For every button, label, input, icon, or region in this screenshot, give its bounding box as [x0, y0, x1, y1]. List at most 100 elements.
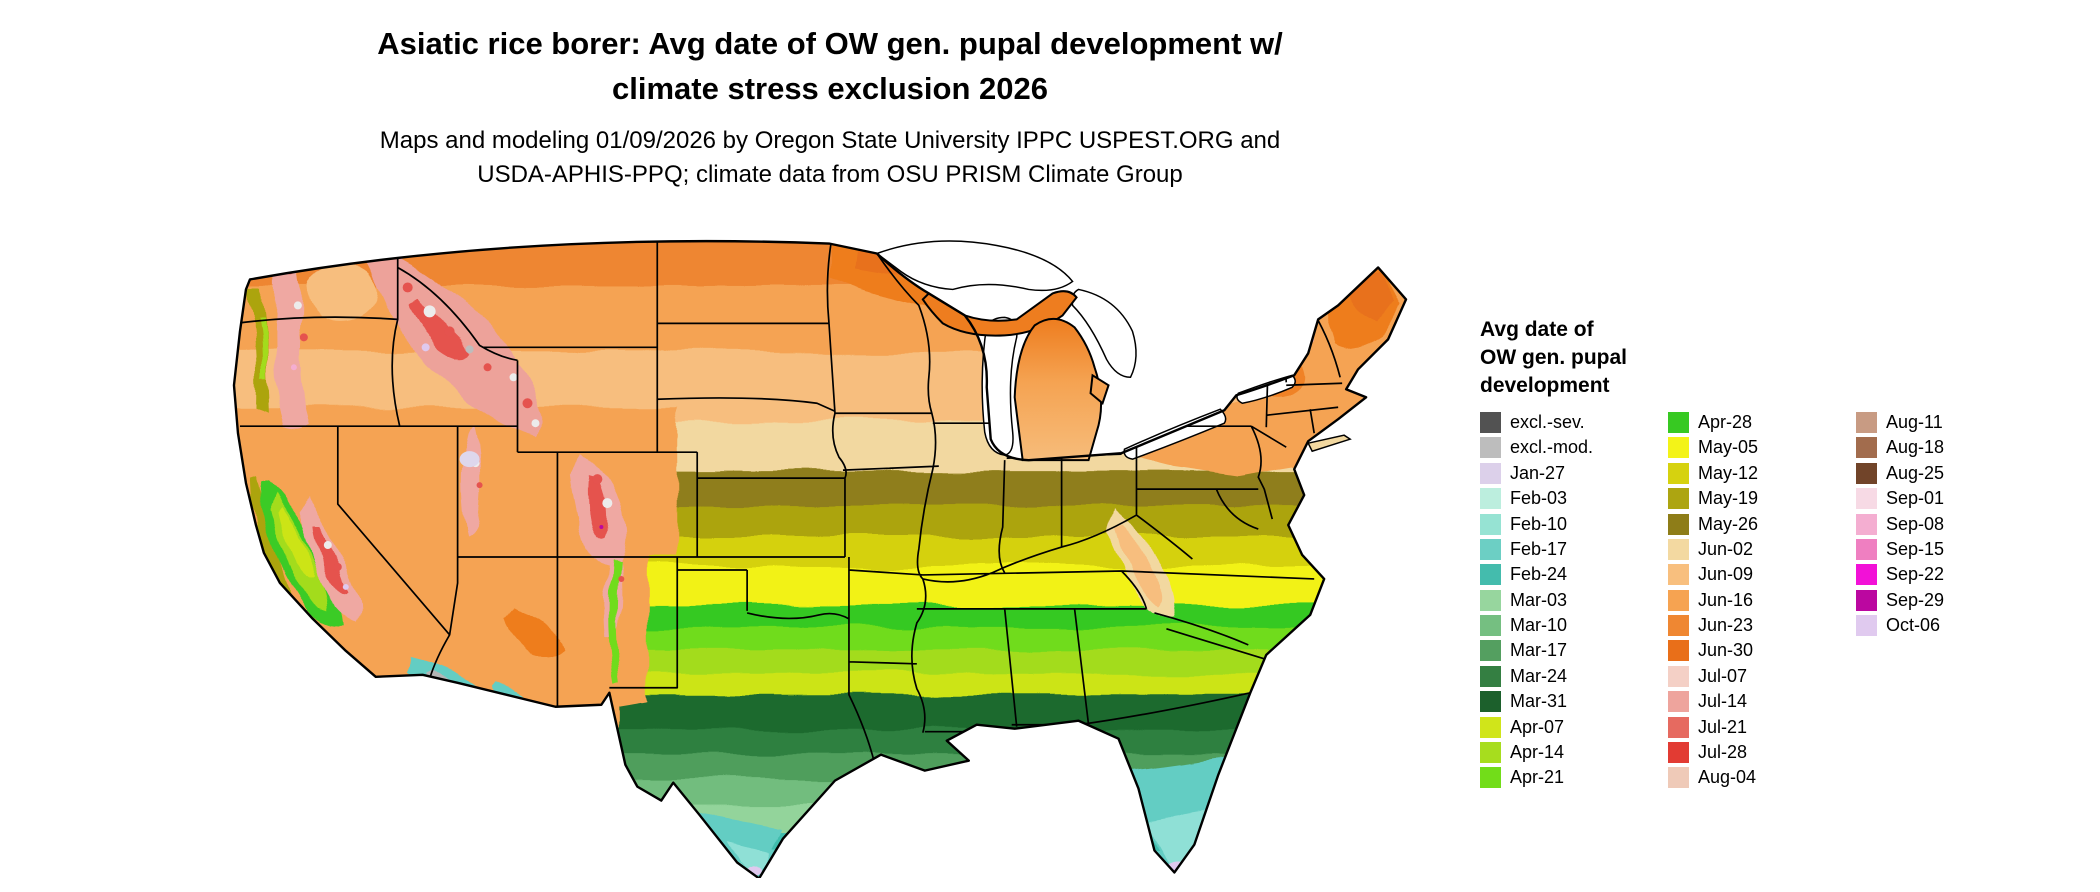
- legend-label: Apr-21: [1510, 767, 1565, 788]
- legend-label: Mar-24: [1510, 665, 1568, 686]
- legend-label: Oct-06: [1886, 615, 1941, 636]
- legend-entry: Mar-17: [1480, 638, 1593, 663]
- legend-swatch: [1856, 437, 1877, 459]
- legend-column-2: Apr-28 May-05 May-12 May-19 May-26 Jun-02 Jun-…: [1668, 410, 1758, 791]
- legend-entry: Sep-01: [1856, 486, 1944, 511]
- legend-entry: excl.-mod.: [1480, 435, 1593, 460]
- legend-entry: Aug-04: [1668, 765, 1758, 790]
- legend-swatch: [1856, 513, 1877, 535]
- legend-label: Mar-17: [1510, 640, 1568, 661]
- legend-entry: Mar-31: [1480, 689, 1593, 714]
- legend-entry: Sep-29: [1856, 588, 1944, 613]
- legend-entry: Apr-28: [1668, 410, 1758, 435]
- legend-swatch: [1668, 513, 1689, 535]
- legend-label: Sep-08: [1886, 513, 1945, 534]
- legend-label: Feb-03: [1510, 488, 1568, 509]
- legend-swatch: [1480, 640, 1501, 662]
- legend-label: Jan-27: [1510, 462, 1566, 483]
- lake-superior: [875, 240, 1074, 292]
- legend-label: Aug-25: [1886, 462, 1945, 483]
- legend-label: May-19: [1698, 488, 1759, 509]
- map-subtitle: Maps and modeling 01/09/2026 by Oregon S…: [0, 124, 1660, 192]
- legend-entry: Jun-09: [1668, 562, 1758, 587]
- legend-swatch: [1480, 513, 1501, 535]
- legend-swatch: [1480, 716, 1501, 738]
- text-line: Avg date of: [1480, 318, 1594, 341]
- text-line: development: [1480, 373, 1610, 397]
- legend-entry: Sep-22: [1856, 562, 1944, 587]
- lake-ontario: [1236, 374, 1296, 405]
- legend-swatch: [1480, 488, 1501, 510]
- lake-huron: [1071, 288, 1137, 379]
- legend-swatch: [1668, 767, 1689, 789]
- legend-swatch: [1668, 589, 1689, 611]
- legend-entry: Jul-28: [1668, 740, 1758, 765]
- legend-entry: May-26: [1668, 511, 1758, 536]
- text-line: OW gen. pupal: [1480, 345, 1627, 369]
- legend-label: Jun-16: [1698, 589, 1754, 610]
- legend-label: Apr-14: [1510, 742, 1565, 763]
- legend-label: Jul-21: [1698, 716, 1748, 737]
- legend-label: Jun-02: [1698, 538, 1754, 559]
- legend-swatch: [1480, 691, 1501, 713]
- lake-michigan: [981, 316, 1018, 456]
- legend-label: Mar-03: [1510, 589, 1568, 610]
- us-map-svg: [232, 239, 1408, 878]
- legend-entry: Aug-25: [1856, 461, 1944, 486]
- legend-entry: Jun-23: [1668, 613, 1758, 638]
- legend-label: May-12: [1698, 462, 1759, 483]
- great-salt-lake: [459, 451, 480, 468]
- legend-label: Jul-07: [1698, 665, 1748, 686]
- legend-swatch: [1856, 488, 1877, 510]
- legend-label: May-26: [1698, 513, 1759, 534]
- legend-label: Sep-22: [1886, 564, 1945, 585]
- legend-label: Jun-23: [1698, 615, 1754, 636]
- legend-label: Aug-11: [1886, 411, 1943, 432]
- map-title: Asiatic rice borer: Avg date of OW gen. …: [0, 22, 1660, 112]
- legend-swatch: [1668, 462, 1689, 484]
- legend-swatch: [1856, 411, 1877, 433]
- legend-label: excl.-sev.: [1510, 411, 1585, 432]
- legend-entry: Apr-21: [1480, 765, 1593, 790]
- legend-entry: Aug-18: [1856, 435, 1944, 460]
- legend-entry: Apr-07: [1480, 714, 1593, 739]
- michigan-thumb: [1089, 373, 1110, 405]
- text-line: Asiatic rice borer: Avg date of OW gen. …: [377, 26, 1283, 61]
- legend-label: Jul-14: [1698, 691, 1748, 712]
- michigan: [921, 290, 1110, 462]
- legend-label: Aug-04: [1698, 767, 1757, 788]
- legend-swatch: [1856, 589, 1877, 611]
- legend: Avg date of OW gen. pupal development excl…: [1480, 316, 2080, 789]
- legend-label: Mar-10: [1510, 615, 1568, 636]
- legend-column-3: Aug-11 Aug-18 Aug-25 Sep-01 Sep-08 Sep-15 Sep-…: [1856, 410, 1944, 639]
- legend-swatch: [1480, 615, 1501, 637]
- legend-entry: Jan-27: [1480, 461, 1593, 486]
- legend-entry: Mar-10: [1480, 613, 1593, 638]
- text-line: USDA-APHIS-PPQ; climate data from OSU PR…: [477, 161, 1183, 189]
- legend-swatch: [1856, 538, 1877, 560]
- legend-label: Jun-30: [1698, 640, 1754, 661]
- legend-swatch: [1668, 411, 1689, 433]
- legend-label: Aug-18: [1886, 437, 1945, 458]
- legend-entry: May-05: [1668, 435, 1758, 460]
- legend-swatch: [1668, 742, 1689, 764]
- legend-swatch: [1668, 488, 1689, 510]
- regional-patches: [233, 241, 1407, 877]
- legend-column-1: excl.-sev. excl.-mod. Jan-27 Feb-03 Feb-10 Fe…: [1480, 410, 1593, 791]
- legend-entry: Feb-24: [1480, 562, 1593, 587]
- legend-entry: Aug-11: [1856, 410, 1944, 435]
- legend-swatch: [1480, 767, 1501, 789]
- us-outline: [232, 239, 1408, 878]
- legend-label: May-05: [1698, 437, 1759, 458]
- legend-label: Feb-10: [1510, 513, 1568, 534]
- legend-entry: Jul-07: [1668, 664, 1758, 689]
- legend-entry: May-12: [1668, 461, 1758, 486]
- legend-entry: Feb-03: [1480, 486, 1593, 511]
- legend-label: Mar-31: [1510, 691, 1568, 712]
- legend-swatch: [1668, 691, 1689, 713]
- legend-swatch: [1668, 716, 1689, 738]
- legend-swatch: [1856, 462, 1877, 484]
- legend-swatch: [1480, 538, 1501, 560]
- legend-entry: Feb-10: [1480, 511, 1593, 536]
